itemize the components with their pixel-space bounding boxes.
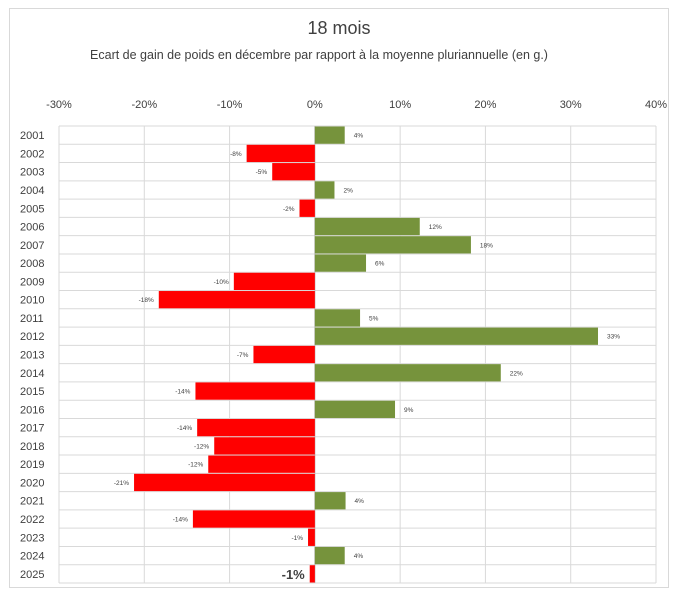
data-label: 6%	[375, 261, 385, 268]
data-label: -18%	[139, 297, 154, 304]
data-label: -8%	[230, 151, 242, 158]
bar-2004	[314, 181, 335, 199]
category-label: 2022	[20, 514, 44, 526]
x-tick-label: -10%	[217, 99, 243, 111]
chart-subtitle: Ecart de gain de poids en décembre par r…	[90, 48, 548, 62]
category-labels: 2001 2002 2003 2004 2005 2006 2007 2008 2009 2010…	[20, 130, 44, 581]
category-label: 2019	[20, 459, 44, 471]
bar-2009	[233, 272, 315, 291]
data-label: -1%	[282, 567, 306, 582]
category-label: 2020	[20, 477, 44, 489]
bar-2017	[197, 418, 315, 437]
data-label: -12%	[188, 462, 203, 469]
bar-2016	[314, 400, 396, 418]
data-label: 4%	[354, 553, 364, 560]
x-tick-label: -20%	[131, 99, 157, 111]
data-label: 9%	[404, 407, 414, 414]
category-label: 2013	[20, 350, 44, 362]
data-label: -14%	[173, 517, 188, 524]
category-label: 2006	[20, 222, 44, 234]
category-label: 2023	[20, 532, 44, 544]
x-axis-ticks: -30% -20% -10% 0% 10% 20% 30% 40%	[46, 99, 667, 111]
x-tick-label: 10%	[389, 99, 411, 111]
data-label: -1%	[291, 535, 303, 542]
data-label: 18%	[480, 242, 493, 249]
category-label: 2016	[20, 404, 44, 416]
category-label: 2012	[20, 331, 44, 343]
bar-2010	[158, 291, 315, 309]
category-label: 2021	[20, 496, 44, 508]
bar-2015	[195, 382, 315, 400]
data-label: 5%	[369, 315, 379, 322]
data-label: -14%	[175, 389, 190, 396]
data-label: 2%	[343, 187, 353, 194]
category-label: 2017	[20, 423, 44, 435]
category-label: 2025	[20, 569, 44, 581]
bar-2024	[314, 546, 345, 565]
category-label: 2002	[20, 148, 44, 160]
bar-2012	[314, 327, 599, 345]
category-label: 2024	[20, 551, 44, 563]
bar-2008	[314, 254, 367, 272]
bar-2011	[314, 309, 361, 327]
data-label: 33%	[607, 334, 620, 341]
x-tick-label: 20%	[474, 99, 496, 111]
bar-2022	[192, 510, 315, 528]
bar-2001	[314, 126, 345, 144]
bar-2003	[272, 163, 315, 181]
data-label: -5%	[256, 169, 268, 176]
category-label: 2005	[20, 203, 44, 215]
category-label: 2009	[20, 276, 44, 288]
data-labels: 4% -8% -5% 2% -2% 12% 18% 6% -10% -18% 5% 33% -7% 22%…	[114, 133, 620, 582]
bar-2023	[308, 528, 315, 546]
x-tick-label: 0%	[307, 99, 323, 111]
chart-title: 18 mois	[307, 18, 371, 38]
category-label: 2001	[20, 130, 44, 142]
category-label: 2011	[20, 313, 44, 325]
x-tick-label: 30%	[560, 99, 582, 111]
category-label: 2007	[20, 240, 44, 252]
category-label: 2018	[20, 441, 44, 453]
bar-2005	[299, 199, 315, 217]
bar-2020	[134, 473, 315, 492]
bar-2002	[246, 144, 315, 163]
data-label: 4%	[354, 133, 364, 140]
bar-2013	[253, 345, 315, 364]
gridlines	[58, 125, 657, 584]
category-label: 2010	[20, 295, 44, 307]
data-label: -10%	[214, 279, 229, 286]
category-label: 2015	[20, 386, 44, 398]
x-tick-label: 40%	[645, 99, 667, 111]
bars	[134, 126, 599, 583]
category-label: 2003	[20, 167, 44, 179]
data-label: 12%	[429, 224, 442, 231]
category-label: 2014	[20, 368, 44, 380]
data-label: -12%	[194, 443, 209, 450]
bar-2019	[208, 455, 315, 473]
category-label: 2008	[20, 258, 44, 270]
bar-2018	[214, 437, 315, 455]
bar-2025	[309, 565, 315, 583]
data-label: -2%	[283, 206, 295, 213]
category-label: 2004	[20, 185, 44, 197]
data-label: -14%	[177, 425, 192, 432]
bar-2014	[314, 364, 501, 382]
data-label: -21%	[114, 480, 129, 487]
bar-2007	[314, 236, 471, 254]
x-tick-label: -30%	[46, 99, 72, 111]
data-label: 22%	[510, 370, 523, 377]
data-label: 4%	[355, 498, 365, 505]
bar-2006	[314, 217, 420, 236]
bar-2021	[314, 492, 346, 510]
data-label: -7%	[237, 352, 249, 359]
